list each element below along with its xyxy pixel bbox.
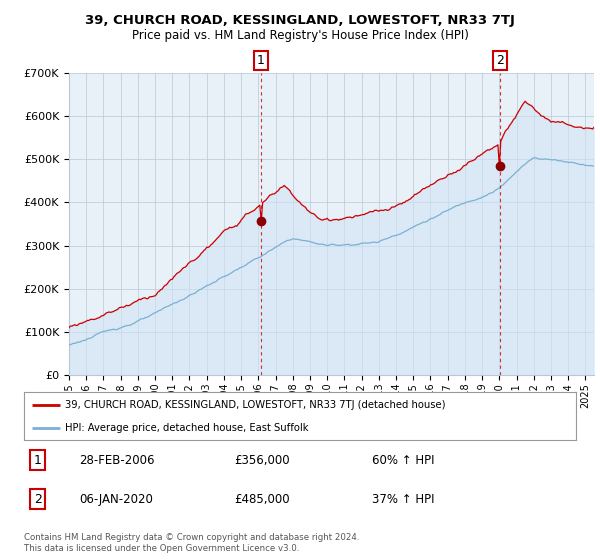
- Text: 39, CHURCH ROAD, KESSINGLAND, LOWESTOFT, NR33 7TJ: 39, CHURCH ROAD, KESSINGLAND, LOWESTOFT,…: [85, 14, 515, 27]
- Text: 37% ↑ HPI: 37% ↑ HPI: [372, 493, 434, 506]
- Text: Contains HM Land Registry data © Crown copyright and database right 2024.
This d: Contains HM Land Registry data © Crown c…: [24, 533, 359, 553]
- Text: 28-FEB-2006: 28-FEB-2006: [79, 454, 155, 467]
- Text: 1: 1: [257, 54, 265, 67]
- Text: 06-JAN-2020: 06-JAN-2020: [79, 493, 153, 506]
- Text: 2: 2: [34, 493, 42, 506]
- Text: £356,000: £356,000: [234, 454, 289, 467]
- Text: 2: 2: [496, 54, 503, 67]
- Text: Price paid vs. HM Land Registry's House Price Index (HPI): Price paid vs. HM Land Registry's House …: [131, 29, 469, 42]
- Text: 60% ↑ HPI: 60% ↑ HPI: [372, 454, 434, 467]
- Text: £485,000: £485,000: [234, 493, 289, 506]
- Text: 39, CHURCH ROAD, KESSINGLAND, LOWESTOFT, NR33 7TJ (detached house): 39, CHURCH ROAD, KESSINGLAND, LOWESTOFT,…: [65, 400, 446, 410]
- Text: 1: 1: [34, 454, 42, 467]
- Text: HPI: Average price, detached house, East Suffolk: HPI: Average price, detached house, East…: [65, 423, 309, 433]
